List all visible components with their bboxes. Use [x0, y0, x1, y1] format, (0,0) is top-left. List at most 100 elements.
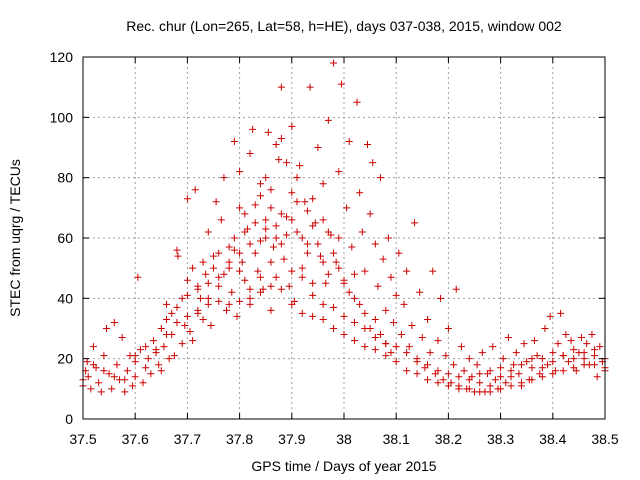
- data-point: [241, 210, 249, 218]
- data-point: [303, 240, 311, 248]
- data-point: [100, 367, 108, 375]
- data-point: [504, 334, 512, 342]
- data-point: [531, 337, 539, 345]
- data-point: [400, 300, 408, 308]
- data-point: [110, 373, 118, 381]
- data-point: [277, 285, 285, 293]
- data-point: [502, 379, 510, 387]
- data-point: [570, 364, 578, 372]
- data-point: [246, 150, 254, 158]
- data-point: [324, 228, 332, 236]
- data-point: [136, 346, 144, 354]
- data-point: [387, 349, 395, 357]
- data-point: [288, 122, 296, 130]
- data-point: [283, 213, 291, 221]
- data-point: [382, 340, 390, 348]
- data-point: [272, 140, 280, 148]
- data-point: [105, 370, 113, 378]
- data-point: [465, 355, 473, 363]
- data-point: [371, 240, 379, 248]
- data-point: [591, 346, 599, 354]
- x-tick-label: 38.4: [539, 431, 566, 447]
- data-point: [157, 325, 165, 332]
- data-point: [486, 367, 494, 375]
- data-point: [298, 234, 306, 242]
- data-point: [280, 255, 288, 263]
- data-point: [95, 379, 103, 387]
- data-point: [340, 312, 348, 320]
- data-point: [230, 137, 238, 145]
- data-point: [455, 373, 463, 381]
- data-point: [277, 134, 285, 142]
- data-point: [225, 264, 233, 272]
- data-point: [541, 325, 549, 332]
- data-point: [434, 337, 442, 345]
- data-point: [450, 361, 458, 369]
- data-point: [277, 210, 285, 218]
- data-point: [183, 195, 191, 203]
- data-point: [131, 352, 139, 360]
- data-point: [123, 367, 131, 375]
- data-point: [377, 174, 385, 182]
- data-point: [330, 59, 338, 67]
- data-point: [236, 297, 244, 305]
- data-point: [298, 264, 306, 272]
- data-point: [309, 279, 317, 287]
- data-point: [215, 282, 223, 290]
- data-point: [457, 343, 465, 351]
- chart-title: Rec. chur (Lon=265, Lat=58, h=HE), days …: [126, 18, 562, 34]
- data-point: [277, 83, 285, 91]
- data-point: [455, 385, 463, 393]
- data-point: [533, 352, 541, 360]
- data-point: [507, 382, 515, 390]
- data-point: [189, 337, 197, 345]
- data-point: [356, 300, 364, 308]
- data-point: [444, 382, 452, 390]
- y-tick-label: 100: [50, 109, 74, 125]
- data-point: [392, 291, 400, 299]
- data-point: [210, 264, 217, 272]
- data-point: [476, 370, 484, 378]
- data-point: [403, 367, 411, 375]
- data-point: [309, 195, 317, 203]
- data-point: [591, 352, 599, 360]
- x-tick-label: 38.2: [435, 431, 462, 447]
- x-tick-label: 37.6: [122, 431, 149, 447]
- data-point: [410, 219, 418, 227]
- data-point: [303, 249, 311, 257]
- data-point: [163, 300, 171, 308]
- data-point: [298, 309, 306, 317]
- data-point: [350, 270, 358, 278]
- data-point: [538, 373, 546, 381]
- data-point: [403, 267, 411, 275]
- y-tick-label: 20: [57, 351, 73, 367]
- data-point: [100, 352, 108, 360]
- data-point: [236, 204, 244, 212]
- data-point: [110, 318, 118, 326]
- data-point: [465, 385, 473, 393]
- data-point: [254, 267, 262, 275]
- data-point: [538, 355, 546, 363]
- data-point: [343, 204, 351, 212]
- data-point: [497, 364, 505, 372]
- data-point: [204, 294, 212, 302]
- data-point: [434, 367, 442, 375]
- data-point: [437, 294, 445, 302]
- data-point: [277, 240, 285, 248]
- data-point: [330, 249, 338, 257]
- data-point: [330, 303, 338, 311]
- data-point: [173, 246, 181, 254]
- data-point: [570, 346, 578, 354]
- data-point: [251, 219, 259, 227]
- grid: [83, 57, 605, 419]
- y-axis-label: STEC from uqrg / TECUs: [7, 159, 23, 317]
- data-point: [249, 125, 257, 133]
- data-point: [246, 240, 254, 248]
- data-point: [194, 285, 202, 293]
- data-point: [262, 216, 270, 224]
- data-point: [217, 216, 225, 224]
- data-point: [379, 255, 387, 263]
- x-tick-label: 37.7: [174, 431, 201, 447]
- data-point: [442, 352, 450, 360]
